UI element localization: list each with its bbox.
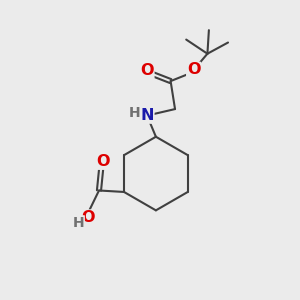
Text: N: N [140,108,154,123]
Text: O: O [81,210,95,225]
Text: O: O [96,154,110,169]
Text: H: H [73,216,84,230]
Text: H: H [129,106,140,120]
Text: O: O [140,63,154,78]
Text: O: O [187,62,200,77]
